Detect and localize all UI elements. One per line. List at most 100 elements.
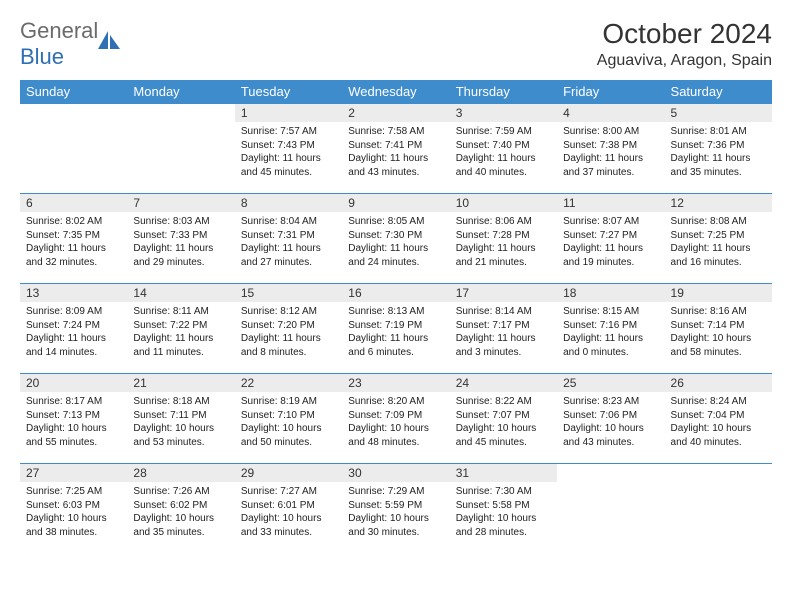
sail-icon bbox=[96, 29, 122, 58]
calendar-day-cell: 19Sunrise: 8:16 AMSunset: 7:14 PMDayligh… bbox=[665, 284, 772, 374]
calendar-day-cell: 7Sunrise: 8:03 AMSunset: 7:33 PMDaylight… bbox=[127, 194, 234, 284]
page-title: October 2024 bbox=[597, 18, 772, 50]
calendar-day-cell: 1Sunrise: 7:57 AMSunset: 7:43 PMDaylight… bbox=[235, 104, 342, 194]
day-details: Sunrise: 8:23 AMSunset: 7:06 PMDaylight:… bbox=[557, 392, 664, 453]
day-details: Sunrise: 8:01 AMSunset: 7:36 PMDaylight:… bbox=[665, 122, 772, 183]
day-details: Sunrise: 8:11 AMSunset: 7:22 PMDaylight:… bbox=[127, 302, 234, 363]
calendar-day-cell: 17Sunrise: 8:14 AMSunset: 7:17 PMDayligh… bbox=[450, 284, 557, 374]
day-details: Sunrise: 8:08 AMSunset: 7:25 PMDaylight:… bbox=[665, 212, 772, 273]
day-number: 21 bbox=[127, 374, 234, 392]
calendar-day-cell: 18Sunrise: 8:15 AMSunset: 7:16 PMDayligh… bbox=[557, 284, 664, 374]
day-details: Sunrise: 8:04 AMSunset: 7:31 PMDaylight:… bbox=[235, 212, 342, 273]
day-number: 9 bbox=[342, 194, 449, 212]
day-number: 15 bbox=[235, 284, 342, 302]
day-details: Sunrise: 7:57 AMSunset: 7:43 PMDaylight:… bbox=[235, 122, 342, 183]
day-details: Sunrise: 8:03 AMSunset: 7:33 PMDaylight:… bbox=[127, 212, 234, 273]
weekday-header: Thursday bbox=[450, 80, 557, 104]
day-details: Sunrise: 8:05 AMSunset: 7:30 PMDaylight:… bbox=[342, 212, 449, 273]
day-details: Sunrise: 8:14 AMSunset: 7:17 PMDaylight:… bbox=[450, 302, 557, 363]
day-number: 8 bbox=[235, 194, 342, 212]
calendar-day-cell: 14Sunrise: 8:11 AMSunset: 7:22 PMDayligh… bbox=[127, 284, 234, 374]
day-number: 16 bbox=[342, 284, 449, 302]
calendar-day-cell: 24Sunrise: 8:22 AMSunset: 7:07 PMDayligh… bbox=[450, 374, 557, 464]
day-number: 4 bbox=[557, 104, 664, 122]
calendar-day-cell: 8Sunrise: 8:04 AMSunset: 7:31 PMDaylight… bbox=[235, 194, 342, 284]
logo-text: General Blue bbox=[20, 18, 98, 70]
calendar-day-cell: 20Sunrise: 8:17 AMSunset: 7:13 PMDayligh… bbox=[20, 374, 127, 464]
header: General Blue October 2024 Aguaviva, Arag… bbox=[20, 18, 772, 70]
day-details: Sunrise: 8:12 AMSunset: 7:20 PMDaylight:… bbox=[235, 302, 342, 363]
logo-word-general: General bbox=[20, 18, 98, 43]
day-number: 29 bbox=[235, 464, 342, 482]
calendar-day-cell: 15Sunrise: 8:12 AMSunset: 7:20 PMDayligh… bbox=[235, 284, 342, 374]
calendar-day-cell: 9Sunrise: 8:05 AMSunset: 7:30 PMDaylight… bbox=[342, 194, 449, 284]
calendar-day-cell: 4Sunrise: 8:00 AMSunset: 7:38 PMDaylight… bbox=[557, 104, 664, 194]
day-details: Sunrise: 8:00 AMSunset: 7:38 PMDaylight:… bbox=[557, 122, 664, 183]
day-number: 27 bbox=[20, 464, 127, 482]
logo-word-blue: Blue bbox=[20, 44, 64, 69]
calendar-week-row: 27Sunrise: 7:25 AMSunset: 6:03 PMDayligh… bbox=[20, 464, 772, 554]
calendar-table: SundayMondayTuesdayWednesdayThursdayFrid… bbox=[20, 80, 772, 554]
day-details: Sunrise: 7:29 AMSunset: 5:59 PMDaylight:… bbox=[342, 482, 449, 543]
calendar-day-cell: 31Sunrise: 7:30 AMSunset: 5:58 PMDayligh… bbox=[450, 464, 557, 554]
day-number: 24 bbox=[450, 374, 557, 392]
weekday-header: Monday bbox=[127, 80, 234, 104]
calendar-body: 1Sunrise: 7:57 AMSunset: 7:43 PMDaylight… bbox=[20, 104, 772, 554]
day-number: 19 bbox=[665, 284, 772, 302]
calendar-day-cell: 27Sunrise: 7:25 AMSunset: 6:03 PMDayligh… bbox=[20, 464, 127, 554]
day-details: Sunrise: 8:02 AMSunset: 7:35 PMDaylight:… bbox=[20, 212, 127, 273]
day-number: 13 bbox=[20, 284, 127, 302]
calendar-day-cell: 13Sunrise: 8:09 AMSunset: 7:24 PMDayligh… bbox=[20, 284, 127, 374]
day-number: 2 bbox=[342, 104, 449, 122]
day-number: 22 bbox=[235, 374, 342, 392]
calendar-day-cell: 3Sunrise: 7:59 AMSunset: 7:40 PMDaylight… bbox=[450, 104, 557, 194]
calendar-empty-cell bbox=[127, 104, 234, 194]
calendar-day-cell: 16Sunrise: 8:13 AMSunset: 7:19 PMDayligh… bbox=[342, 284, 449, 374]
calendar-day-cell: 21Sunrise: 8:18 AMSunset: 7:11 PMDayligh… bbox=[127, 374, 234, 464]
day-details: Sunrise: 7:59 AMSunset: 7:40 PMDaylight:… bbox=[450, 122, 557, 183]
day-number: 26 bbox=[665, 374, 772, 392]
title-block: October 2024 Aguaviva, Aragon, Spain bbox=[597, 18, 772, 70]
day-number: 30 bbox=[342, 464, 449, 482]
day-number: 20 bbox=[20, 374, 127, 392]
day-details: Sunrise: 8:09 AMSunset: 7:24 PMDaylight:… bbox=[20, 302, 127, 363]
calendar-day-cell: 28Sunrise: 7:26 AMSunset: 6:02 PMDayligh… bbox=[127, 464, 234, 554]
weekday-header: Sunday bbox=[20, 80, 127, 104]
calendar-empty-cell bbox=[557, 464, 664, 554]
weekday-header: Tuesday bbox=[235, 80, 342, 104]
day-number: 1 bbox=[235, 104, 342, 122]
day-details: Sunrise: 8:16 AMSunset: 7:14 PMDaylight:… bbox=[665, 302, 772, 363]
day-number: 23 bbox=[342, 374, 449, 392]
calendar-week-row: 20Sunrise: 8:17 AMSunset: 7:13 PMDayligh… bbox=[20, 374, 772, 464]
logo: General Blue bbox=[20, 18, 122, 70]
weekday-header-row: SundayMondayTuesdayWednesdayThursdayFrid… bbox=[20, 80, 772, 104]
day-number: 18 bbox=[557, 284, 664, 302]
calendar-day-cell: 30Sunrise: 7:29 AMSunset: 5:59 PMDayligh… bbox=[342, 464, 449, 554]
weekday-header: Saturday bbox=[665, 80, 772, 104]
day-number: 3 bbox=[450, 104, 557, 122]
calendar-day-cell: 5Sunrise: 8:01 AMSunset: 7:36 PMDaylight… bbox=[665, 104, 772, 194]
day-number: 28 bbox=[127, 464, 234, 482]
day-number: 11 bbox=[557, 194, 664, 212]
day-number: 7 bbox=[127, 194, 234, 212]
day-details: Sunrise: 8:06 AMSunset: 7:28 PMDaylight:… bbox=[450, 212, 557, 273]
day-details: Sunrise: 8:20 AMSunset: 7:09 PMDaylight:… bbox=[342, 392, 449, 453]
day-number: 31 bbox=[450, 464, 557, 482]
calendar-day-cell: 6Sunrise: 8:02 AMSunset: 7:35 PMDaylight… bbox=[20, 194, 127, 284]
day-details: Sunrise: 8:15 AMSunset: 7:16 PMDaylight:… bbox=[557, 302, 664, 363]
day-details: Sunrise: 8:19 AMSunset: 7:10 PMDaylight:… bbox=[235, 392, 342, 453]
location-label: Aguaviva, Aragon, Spain bbox=[597, 52, 772, 70]
day-number: 14 bbox=[127, 284, 234, 302]
weekday-header: Wednesday bbox=[342, 80, 449, 104]
day-details: Sunrise: 7:58 AMSunset: 7:41 PMDaylight:… bbox=[342, 122, 449, 183]
calendar-empty-cell bbox=[665, 464, 772, 554]
day-number: 5 bbox=[665, 104, 772, 122]
calendar-day-cell: 23Sunrise: 8:20 AMSunset: 7:09 PMDayligh… bbox=[342, 374, 449, 464]
day-details: Sunrise: 7:27 AMSunset: 6:01 PMDaylight:… bbox=[235, 482, 342, 543]
calendar-day-cell: 11Sunrise: 8:07 AMSunset: 7:27 PMDayligh… bbox=[557, 194, 664, 284]
calendar-day-cell: 29Sunrise: 7:27 AMSunset: 6:01 PMDayligh… bbox=[235, 464, 342, 554]
calendar-empty-cell bbox=[20, 104, 127, 194]
day-number: 10 bbox=[450, 194, 557, 212]
day-details: Sunrise: 8:07 AMSunset: 7:27 PMDaylight:… bbox=[557, 212, 664, 273]
calendar-day-cell: 2Sunrise: 7:58 AMSunset: 7:41 PMDaylight… bbox=[342, 104, 449, 194]
